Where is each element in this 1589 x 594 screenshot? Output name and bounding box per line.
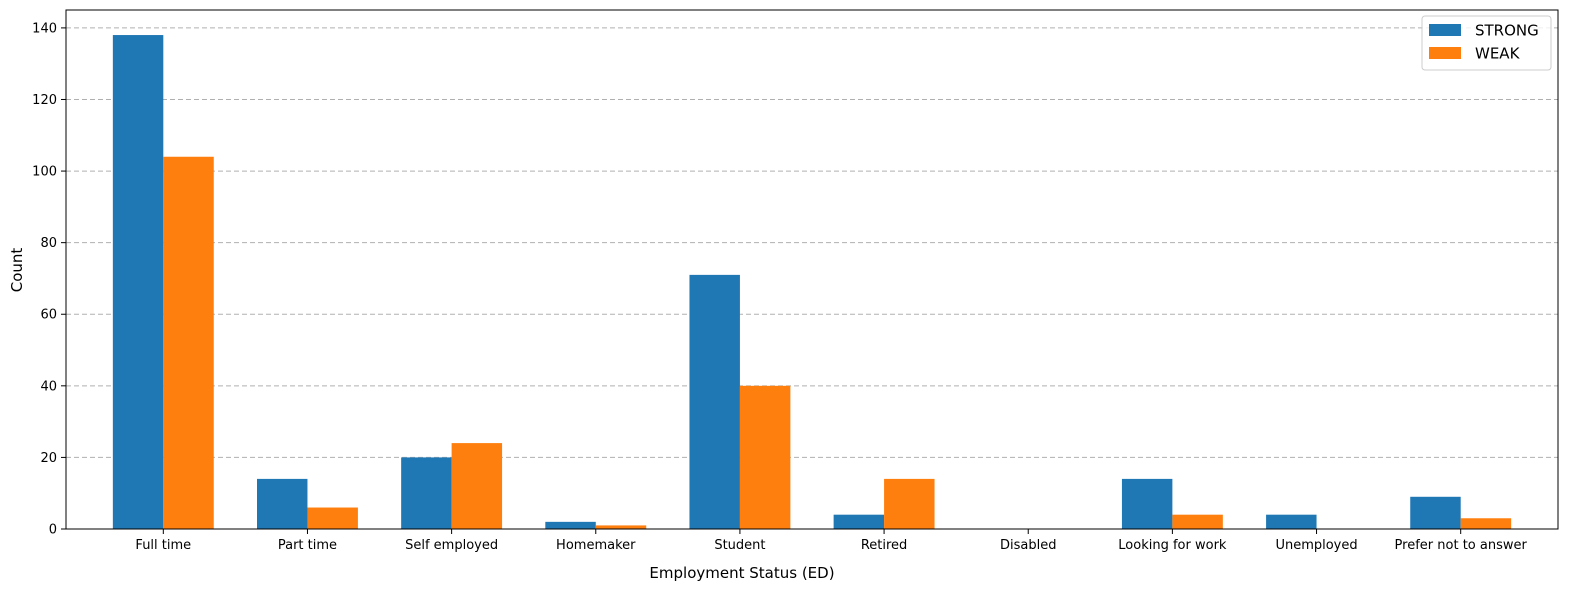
bar-strong bbox=[689, 274, 740, 529]
bar-strong bbox=[1410, 496, 1461, 529]
bar-strong bbox=[257, 478, 308, 529]
x-tick-label: Unemployed bbox=[1275, 538, 1357, 553]
y-axis-label: Count bbox=[8, 248, 26, 293]
bar-strong bbox=[112, 35, 164, 529]
y-tick-label: 60 bbox=[40, 308, 57, 323]
legend-swatch-weak bbox=[1429, 47, 1461, 59]
x-tick-label: Disabled bbox=[1000, 538, 1056, 553]
bar-strong bbox=[545, 521, 596, 529]
x-tick-label: Retired bbox=[861, 538, 907, 553]
bar-weak bbox=[451, 443, 503, 529]
bar-weak bbox=[163, 156, 214, 530]
plot-frame bbox=[65, 9, 1559, 530]
x-tick-label: Homemaker bbox=[556, 538, 636, 553]
legend: STRONG WEAK bbox=[1421, 15, 1552, 71]
tick-labels: 0 20 40 60 80 100 120 140 Full time Part time Self… bbox=[32, 21, 1527, 553]
bar-weak bbox=[1172, 514, 1223, 529]
bar-strong bbox=[1266, 514, 1317, 529]
y-tick-label: 0 bbox=[49, 523, 57, 538]
bar-strong bbox=[401, 457, 452, 529]
grid-lines bbox=[66, 27, 1558, 458]
y-tick-label: 100 bbox=[32, 165, 57, 180]
x-tick-label: Prefer not to answer bbox=[1395, 538, 1528, 553]
bar-strong bbox=[1121, 478, 1173, 529]
x-tick-label: Looking for work bbox=[1118, 538, 1227, 553]
y-tick-label: 140 bbox=[32, 21, 57, 36]
axes bbox=[61, 9, 1559, 534]
bar-weak bbox=[1460, 518, 1512, 529]
x-tick-label: Part time bbox=[278, 538, 337, 553]
y-tick-label: 20 bbox=[40, 451, 57, 466]
bars bbox=[112, 35, 1512, 530]
x-tick-label: Student bbox=[714, 538, 765, 553]
x-tick-label: Full time bbox=[135, 538, 191, 553]
x-tick-label: Self employed bbox=[405, 538, 498, 553]
y-tick-label: 40 bbox=[40, 379, 57, 394]
x-axis-label: Employment Status (ED) bbox=[649, 564, 834, 582]
bar-weak bbox=[884, 478, 935, 529]
legend-label-strong: STRONG bbox=[1475, 22, 1539, 40]
y-tick-label: 120 bbox=[32, 93, 57, 108]
bar-strong bbox=[833, 514, 885, 529]
y-tick-label: 80 bbox=[40, 236, 57, 251]
legend-label-weak: WEAK bbox=[1475, 45, 1521, 63]
bar-weak bbox=[307, 507, 358, 529]
bar-weak bbox=[595, 525, 647, 529]
legend-swatch-strong bbox=[1429, 24, 1461, 36]
bar-weak bbox=[739, 385, 791, 529]
